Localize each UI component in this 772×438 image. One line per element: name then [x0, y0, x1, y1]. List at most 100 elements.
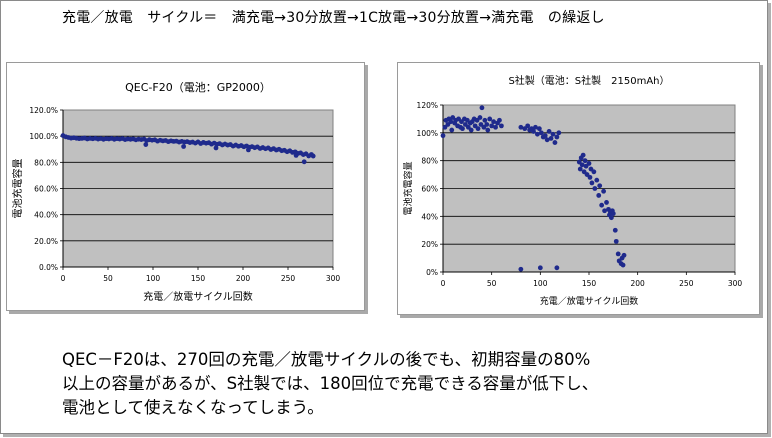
data-point: [594, 177, 600, 183]
x-tick-label: 50: [487, 279, 497, 288]
x-axis-label: 充電／放電サイクル回数: [540, 295, 639, 307]
data-point: [536, 126, 542, 132]
y-tick-label: 80%: [421, 157, 438, 166]
data-point: [310, 153, 316, 159]
data-point: [587, 174, 593, 180]
data-point: [246, 147, 251, 153]
y-axis-label: 電池充電容量: [402, 161, 414, 215]
x-tick-label: 300: [326, 274, 341, 283]
y-tick-label: 40%: [421, 212, 438, 221]
data-point: [535, 131, 540, 137]
data-point: [518, 124, 524, 130]
x-tick-label: 0: [441, 279, 446, 288]
data-point: [602, 208, 607, 214]
data-point: [487, 116, 493, 122]
data-point: [531, 129, 536, 134]
x-tick-label: 100: [533, 279, 548, 288]
data-point: [475, 126, 481, 132]
data-point: [181, 144, 187, 149]
chart-s-company: S社製（電池：S社製 2150mAh） 0% 20% 40% 60% 80% 100% 120…: [402, 74, 743, 307]
data-point: [556, 130, 562, 136]
page-heading: 充電／放電 サイクル＝ 満充電→30分放置→1C放電→30分放置→満充電 の繰返…: [62, 10, 605, 26]
caption-line: QEC－F20は、270回の充電／放電サイクルの後でも、初期容量の80%: [62, 350, 591, 369]
data-point: [143, 142, 149, 147]
data-point: [460, 126, 465, 132]
data-point: [599, 202, 605, 208]
x-tick-label: 250: [679, 279, 694, 288]
x-tick-label: 300: [728, 279, 743, 288]
data-point: [533, 124, 538, 130]
data-point: [485, 127, 491, 133]
data-point: [538, 130, 544, 136]
data-point: [550, 131, 556, 137]
data-point: [612, 227, 618, 233]
chart-panel-qec-f20: QEC-F20（電池：GP2000） 0.0% 20.0% 40.0% 60.0% 80.…: [6, 62, 365, 311]
y-tick-label: 60%: [421, 185, 438, 194]
data-point: [537, 265, 543, 271]
data-point: [591, 169, 597, 175]
data-point: [552, 140, 558, 145]
y-tick-label: 80.0%: [34, 158, 58, 167]
data-point: [497, 117, 502, 123]
data-point: [613, 238, 619, 244]
caption-line: 以上の容量があるが、S社製では、180回位で充電できる容量が低下し、: [62, 374, 599, 393]
data-point: [597, 183, 603, 189]
caption-text: QEC－F20は、270回の充電／放電サイクルの後でも、初期容量の80% 以上の…: [62, 348, 762, 420]
data-point: [499, 123, 504, 129]
data-point: [525, 123, 531, 129]
data-point: [582, 158, 588, 164]
data-point: [448, 119, 454, 125]
data-point: [589, 180, 595, 186]
data-point: [491, 119, 497, 125]
data-point: [580, 152, 586, 158]
data-point: [554, 265, 560, 271]
y-tick-label: 120%: [417, 101, 438, 110]
x-tick-label: 150: [191, 274, 206, 283]
x-tick-label: 100: [146, 274, 161, 283]
data-point: [293, 152, 299, 158]
chart-panel-s-company: S社製（電池：S社製 2150mAh） 0% 20% 40% 60% 80% 100% 120…: [397, 62, 760, 315]
data-point: [544, 137, 550, 143]
data-point: [548, 136, 554, 141]
chart-title: S社製（電池：S社製 2150mAh）: [508, 74, 669, 87]
data-point: [477, 115, 483, 120]
x-tick-label: 200: [236, 274, 251, 283]
data-point: [608, 215, 614, 221]
data-point: [301, 159, 307, 165]
x-tick-label: 250: [281, 274, 296, 283]
x-axis-label: 充電／放電サイクル回数: [143, 290, 253, 303]
y-tick-label: 0%: [426, 268, 438, 277]
data-point: [596, 193, 602, 198]
chart-qec-f20: QEC-F20（電池：GP2000） 0.0% 20.0% 40.0% 60.0% 80.…: [11, 81, 341, 303]
y-tick-label: 20%: [421, 240, 438, 249]
y-tick-label: 60.0%: [34, 185, 58, 194]
data-point: [601, 188, 606, 194]
chart-title: QEC-F20（電池：GP2000）: [125, 81, 271, 94]
y-tick-label: 100.0%: [29, 132, 58, 141]
data-point: [610, 211, 616, 216]
x-tick-label: 150: [582, 279, 597, 288]
data-point: [621, 252, 627, 258]
data-point: [592, 186, 598, 191]
x-tick-label: 200: [631, 279, 646, 288]
data-point: [546, 129, 552, 134]
data-point: [489, 123, 495, 129]
data-point: [518, 266, 524, 272]
x-tick-label: 0: [61, 274, 66, 283]
data-point: [586, 161, 592, 166]
data-point: [482, 117, 488, 123]
data-point: [213, 145, 219, 151]
data-point: [604, 200, 609, 205]
data-point: [554, 134, 560, 140]
y-tick-label: 120.0%: [29, 106, 58, 115]
data-point: [468, 127, 474, 133]
data-point: [542, 133, 548, 139]
data-point: [620, 262, 626, 268]
data-point: [493, 124, 498, 130]
y-tick-label: 100%: [417, 129, 438, 138]
data-point: [615, 251, 621, 257]
data-point: [440, 133, 446, 139]
caption-line: 電池として使えなくなってしまう。: [62, 398, 324, 417]
data-point: [579, 162, 585, 168]
y-axis-label: 電池充電容量: [11, 159, 24, 219]
